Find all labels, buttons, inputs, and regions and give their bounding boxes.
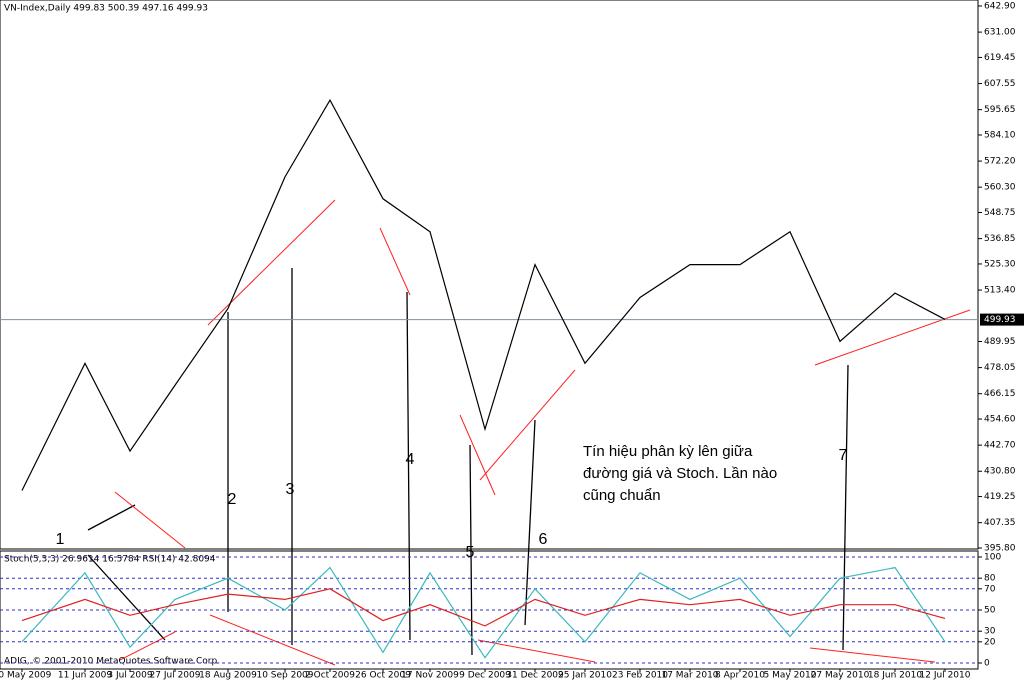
note-line: cũng chuẩn bbox=[583, 487, 661, 504]
annotation: 5 bbox=[466, 544, 475, 561]
annotation: 1 bbox=[56, 531, 65, 548]
x-tick-label: 12 Jul 2010 bbox=[920, 671, 971, 681]
x-tick-label: 26 Oct 2009 bbox=[355, 671, 411, 681]
annotation: 4 bbox=[406, 451, 415, 468]
y-tick-label: 80 bbox=[984, 574, 996, 584]
current-price-box bbox=[980, 313, 1024, 326]
y-tick-label: 100 bbox=[984, 553, 1001, 563]
y-tick-label: 70 bbox=[984, 584, 996, 594]
y-tick-label: 619.45 bbox=[984, 53, 1016, 63]
y-tick-label: 454.60 bbox=[984, 415, 1016, 425]
y-tick-label: 536.85 bbox=[984, 234, 1016, 244]
price-pane bbox=[0, 0, 979, 550]
y-tick-label: 407.35 bbox=[984, 518, 1016, 528]
x-tick-label: 8 Apr 2010 bbox=[715, 671, 765, 681]
y-tick-label: 489.95 bbox=[984, 337, 1016, 347]
x-tick-label: 25 Jan 2010 bbox=[558, 671, 612, 681]
y-tick-label: 20 bbox=[984, 637, 996, 647]
y-tick-label: 513.40 bbox=[984, 286, 1016, 296]
series-line bbox=[21, 566, 946, 659]
note-line: đường giá và Stoch. Lần nào bbox=[583, 465, 777, 482]
y-tick-label: 419.25 bbox=[984, 492, 1016, 502]
divergence-lines bbox=[87, 268, 849, 656]
annotation: 7 bbox=[839, 447, 848, 464]
footer: ADIG, © 2001-2010 MetaQuotes Software Co… bbox=[4, 657, 220, 667]
y-tick-label: 50 bbox=[984, 606, 996, 616]
note-line: Tín hiệu phân kỳ lên giữa bbox=[583, 443, 753, 460]
x-tick-label: 31 Dec 2009 bbox=[506, 671, 564, 681]
x-tick-label: 23 Feb 2010 bbox=[612, 671, 668, 681]
x-tick-label: 18 Jun 2010 bbox=[868, 671, 922, 681]
y-tick-label: 0 bbox=[984, 659, 990, 669]
x-tick-label: 2 Oct 2009 bbox=[305, 671, 355, 681]
y-tick-label: 548.75 bbox=[984, 208, 1016, 218]
y-tick-label: 30 bbox=[984, 627, 996, 637]
y-tick-label: 478.05 bbox=[984, 363, 1016, 373]
x-tick-label: 27 May 2010 bbox=[811, 671, 870, 681]
y-tick-label: 642.90 bbox=[984, 2, 1016, 12]
y-tick-label: 572.20 bbox=[984, 157, 1016, 167]
x-tick-label: 20 May 2009 bbox=[0, 671, 52, 681]
y-tick-label: 560.30 bbox=[984, 183, 1016, 193]
y-tick-label: 395.80 bbox=[984, 544, 1016, 554]
chart-title: VN-Index,Daily 499.83 500.39 497.16 499.… bbox=[4, 4, 208, 14]
x-tick-label: 27 Jul 2009 bbox=[150, 671, 201, 681]
series-line bbox=[21, 98, 946, 491]
annotation: 2 bbox=[228, 491, 237, 508]
x-tick-label: 3 Jul 2009 bbox=[107, 671, 152, 681]
y-tick-label: 466.15 bbox=[984, 389, 1016, 399]
y-tick-label: 595.65 bbox=[984, 105, 1016, 115]
y-tick-label: 525.30 bbox=[984, 259, 1016, 269]
series-line bbox=[21, 588, 946, 627]
x-tick-label: 18 Aug 2009 bbox=[199, 671, 257, 681]
x-tick-label: 10 Sep 2009 bbox=[256, 671, 313, 681]
annotation: 6 bbox=[539, 531, 548, 548]
current-price-label: 499.93 bbox=[984, 315, 1016, 325]
y-tick-label: 607.55 bbox=[984, 79, 1016, 89]
x-tick-label: 17 Mar 2010 bbox=[661, 671, 718, 681]
y-tick-label: 584.10 bbox=[984, 130, 1016, 140]
y-tick-label: 442.70 bbox=[984, 441, 1016, 451]
x-tick-label: 17 Nov 2009 bbox=[401, 671, 459, 681]
y-tick-label: 430.80 bbox=[984, 467, 1016, 477]
x-tick-label: 9 Dec 2009 bbox=[459, 671, 511, 681]
y-tick-label: 631.00 bbox=[984, 28, 1016, 38]
indicator-title: Stoch(5,3,3) 26.9614 16.5784 RSI(14) 42.… bbox=[4, 555, 216, 565]
x-tick-label: 11 Jun 2009 bbox=[58, 671, 112, 681]
x-tick-label: 5 May 2010 bbox=[764, 671, 817, 681]
annotation: 3 bbox=[286, 481, 295, 498]
